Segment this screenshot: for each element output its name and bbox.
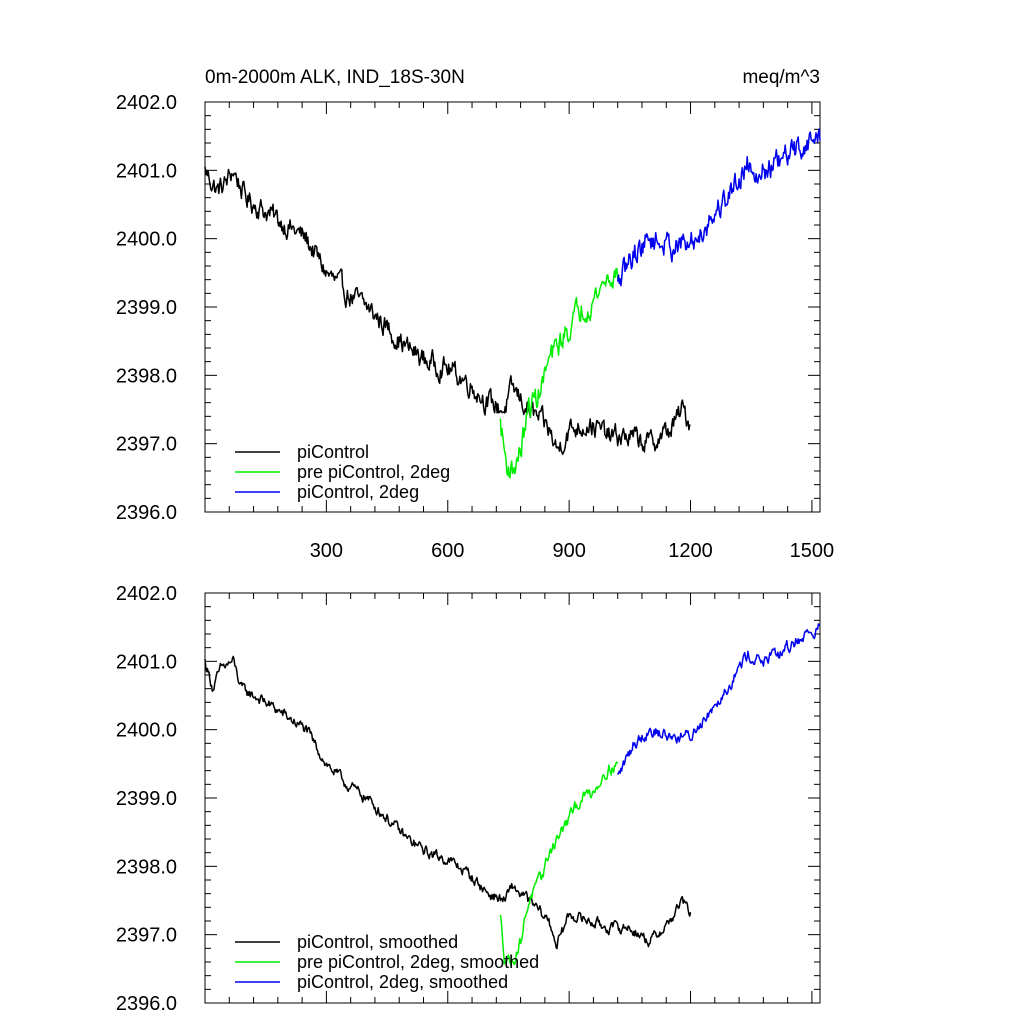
- chart-title: 0m-2000m ALK, IND_18S-30N: [205, 67, 465, 88]
- series-group: [204, 128, 821, 479]
- legend-label: piControl, 2deg: [297, 482, 419, 502]
- series-line: [617, 623, 821, 775]
- y-tick-label: 2401.0: [116, 651, 177, 673]
- y-tick-label: 2396.0: [116, 993, 177, 1015]
- x-tick-label: 300: [310, 540, 343, 562]
- x-tick-label: 600: [431, 540, 464, 562]
- y-tick-label: 2399.0: [116, 297, 177, 319]
- y-tick-label: 2398.0: [116, 856, 177, 878]
- series-line: [616, 128, 821, 287]
- top-panel: 0m-2000m ALK, IND_18S-30N meq/m^3 2396.0…: [116, 67, 834, 562]
- y-tick-label: 2400.0: [116, 229, 177, 251]
- y-tick-label: 2397.0: [116, 434, 177, 456]
- series-line: [499, 761, 619, 966]
- x-tick-label: 1200: [668, 540, 713, 562]
- y-tick-label: 2397.0: [116, 925, 177, 947]
- y-tick-label: 2400.0: [116, 720, 177, 742]
- legend-label: pre piControl, 2deg, smoothed: [297, 952, 539, 972]
- x-tick-label: 1500: [790, 540, 835, 562]
- series-line: [204, 655, 692, 950]
- x-tick-label: 900: [552, 540, 585, 562]
- bottom-panel: 2396.0 2397.0 2398.0 2399.0 2400.0 2401.0 2402…: [116, 583, 821, 1015]
- legend-label: piControl, 2deg, smoothed: [297, 972, 508, 992]
- y-tick-label: 2396.0: [116, 502, 177, 524]
- series-line: [499, 267, 619, 479]
- series-group: [204, 623, 821, 966]
- legend-label: piControl: [297, 442, 369, 462]
- y-tick-label: 2401.0: [116, 160, 177, 182]
- y-tick-label: 2402.0: [116, 583, 177, 605]
- series-line: [204, 166, 691, 456]
- axes: 2396.0 2397.0 2398.0 2399.0 2400.0 2401.0 2402…: [116, 92, 834, 562]
- y-tick-label: 2398.0: [116, 365, 177, 387]
- units-label: meq/m^3: [742, 67, 820, 88]
- axes: 2396.0 2397.0 2398.0 2399.0 2400.0 2401.0 2402…: [116, 583, 820, 1015]
- legend-label: pre piControl, 2deg: [297, 462, 450, 482]
- legend-label: piControl, smoothed: [297, 932, 458, 952]
- y-tick-label: 2402.0: [116, 92, 177, 114]
- y-tick-label: 2399.0: [116, 788, 177, 810]
